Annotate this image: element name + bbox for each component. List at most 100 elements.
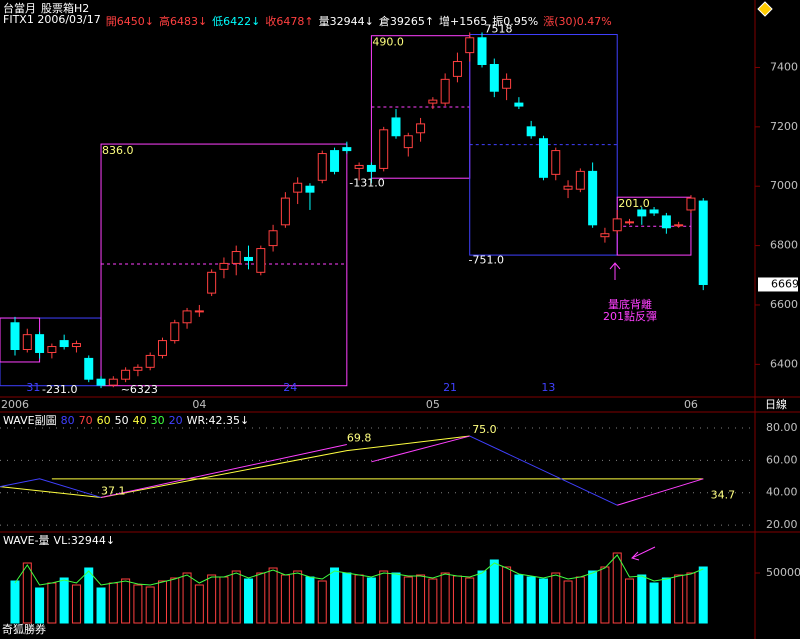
volume-bar (293, 570, 303, 624)
info-item: 倉39265↑ (378, 15, 435, 28)
volume-bar (22, 562, 32, 624)
y-tick-label: 80.00 (766, 421, 798, 434)
candle-body (219, 262, 229, 270)
volume-bar (440, 572, 450, 624)
point-label: 75.0 (472, 423, 497, 436)
volume-bar (194, 584, 204, 624)
info-item: 收6478↑ (265, 15, 314, 28)
volume-bar (84, 567, 94, 624)
candle-body (588, 170, 598, 226)
x-tick-label: 06 (684, 398, 698, 411)
candle-body (416, 123, 426, 134)
note: 201點反彈 (603, 310, 657, 323)
candle-body (489, 64, 499, 92)
y-tick-label: 6600 (770, 298, 798, 311)
candle-body (305, 185, 315, 193)
candle-body (207, 271, 217, 294)
candle-body (256, 248, 266, 273)
candle-body (71, 343, 81, 348)
y-tick-label: 6400 (770, 357, 798, 370)
y-tick-label: 6800 (770, 239, 798, 252)
volume-bar (35, 587, 45, 624)
candle-body (526, 126, 536, 137)
volume-bar (514, 574, 524, 624)
legend-item: WAVE-量 (3, 534, 50, 547)
candle-body (10, 322, 20, 350)
last-price-box (758, 277, 798, 292)
volume-line (14, 554, 704, 586)
info-item: 漲(30)0.47% (543, 15, 612, 28)
wave-line (371, 435, 470, 463)
point-label: 37.1 (101, 484, 126, 497)
annotation: -231.0 (42, 383, 77, 396)
info-bar: FITX1 2006/03/17 開6450↓ 高6483↓ 低6422↓ 收6478↑… (3, 13, 612, 29)
candle-body (391, 117, 401, 137)
candle-body (157, 340, 167, 356)
volume-bar (465, 577, 475, 624)
volume-bar (502, 566, 512, 624)
x-tick-label: 2006 (1, 398, 29, 411)
legend-item: 20 (169, 414, 183, 427)
legend-item: 30 (151, 414, 165, 427)
volume-bar (403, 576, 413, 624)
volume-bar (317, 580, 327, 624)
volume-bar (10, 580, 20, 624)
legend-item: WR:42.35↓ (187, 414, 250, 427)
volume-bar (182, 572, 192, 624)
subtitle: 股票箱H2 (41, 2, 90, 15)
point-label: 69.8 (347, 431, 372, 444)
box-label: 490.0 (372, 36, 404, 49)
volume-bar (674, 574, 684, 624)
volume-bar (244, 578, 254, 624)
arrow (631, 546, 656, 561)
candle-body (625, 221, 634, 224)
candle-body (330, 150, 340, 172)
candle-body (452, 61, 462, 77)
volume-bar (207, 574, 217, 624)
candle-body (231, 251, 241, 264)
volume-bar (342, 572, 352, 624)
candle-body (182, 310, 192, 324)
candle-body (600, 233, 610, 238)
y-tick-label: 40.00 (766, 486, 798, 499)
wave-line (469, 435, 618, 506)
legend-item: 80 (61, 414, 75, 427)
point-label: 34.7 (711, 488, 736, 501)
volume-bar (428, 578, 438, 624)
arrow (609, 262, 621, 280)
y-tick-label: 50000 (766, 566, 800, 579)
y-tick-label: 7400 (770, 60, 798, 73)
volume-bar (526, 576, 536, 624)
day-label: 21 (443, 381, 457, 394)
volume-bar (108, 582, 118, 624)
volume-bar (551, 572, 561, 624)
volume-bar (354, 574, 364, 624)
x-tick-label: 04 (192, 398, 206, 411)
volume-bar (637, 574, 647, 624)
candle-body (649, 209, 659, 214)
volume-bar (366, 577, 376, 624)
candle-body (96, 378, 106, 386)
title: 台當月 (3, 2, 36, 15)
candle-body (145, 354, 155, 368)
volume-bar (649, 582, 659, 624)
box-label: 201.0 (618, 197, 650, 210)
last-price: 6669 (771, 277, 799, 290)
volume-bar (575, 576, 585, 624)
candle-body (698, 200, 708, 285)
legend-item: 40 (133, 414, 147, 427)
volume-bar (268, 567, 278, 624)
candle-body (170, 322, 180, 342)
candle-body (244, 256, 254, 261)
candle-body (551, 150, 561, 175)
candle-body (342, 147, 352, 152)
candle-body (121, 369, 131, 380)
info-item: 開6450↓ (105, 15, 154, 28)
y-tick-label: 7000 (770, 179, 798, 192)
price-box (0, 317, 41, 363)
info-item: 量32944↓ (318, 15, 374, 28)
volume-bar (698, 566, 708, 624)
volume-bar (256, 572, 266, 624)
candle-body (354, 164, 364, 169)
